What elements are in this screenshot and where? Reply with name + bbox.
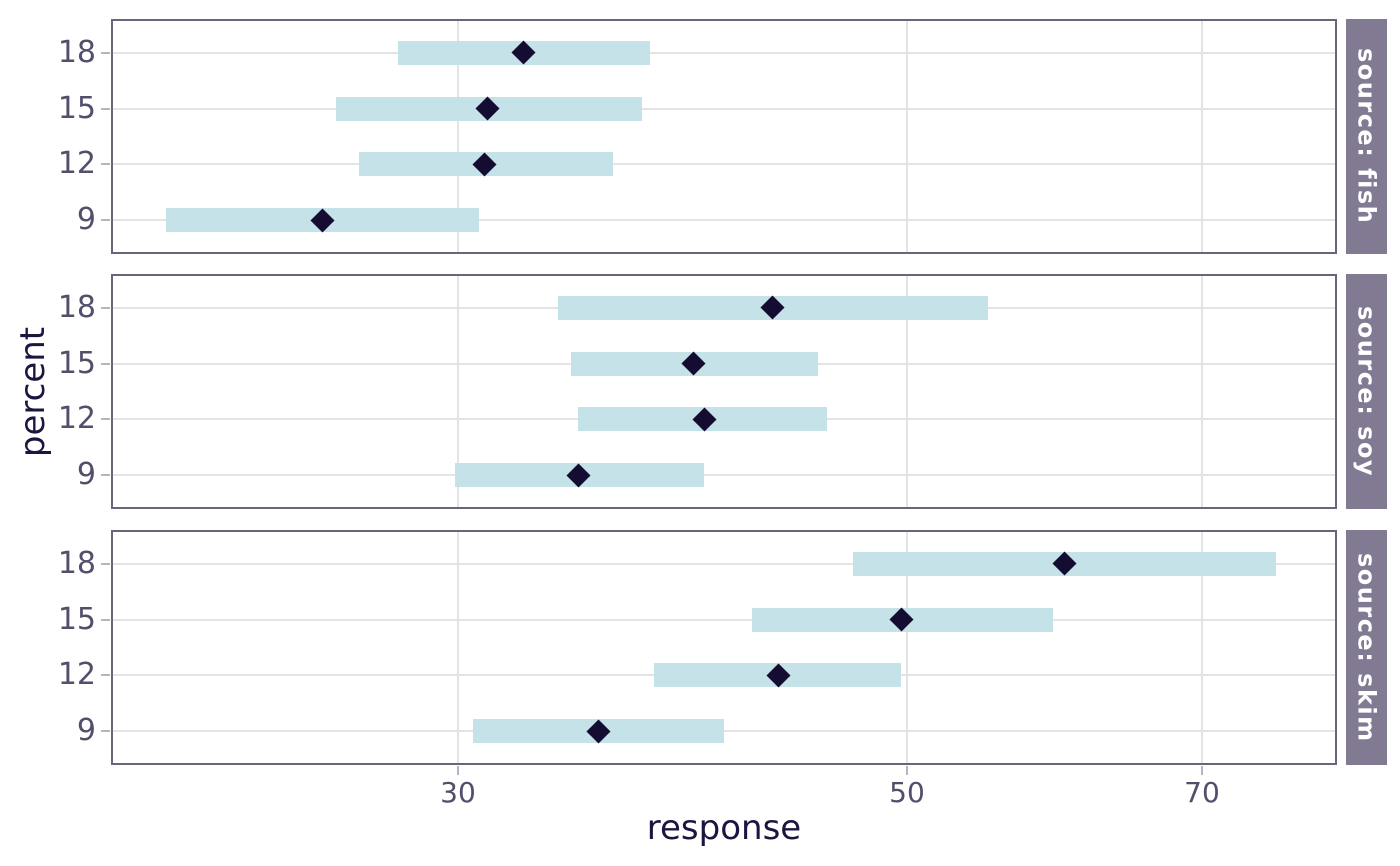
h-gridline xyxy=(113,163,1335,165)
y-tick-mark xyxy=(101,563,110,565)
x-tick-mark xyxy=(1201,766,1203,775)
h-gridline xyxy=(113,474,1335,476)
y-tick-label: 12 xyxy=(57,657,96,692)
y-tick-mark xyxy=(101,108,110,110)
y-tick-mark xyxy=(101,219,110,221)
facet-strip-label: source: fish xyxy=(1352,48,1381,225)
y-tick-mark xyxy=(101,619,110,621)
v-gridline xyxy=(457,21,459,252)
y-tick-mark xyxy=(101,52,110,54)
h-gridline xyxy=(113,730,1335,732)
v-gridline xyxy=(906,532,908,763)
y-tick-mark xyxy=(101,363,110,365)
facet-strip-fish: source: fish xyxy=(1346,19,1387,254)
y-tick-label: 9 xyxy=(76,202,96,237)
v-gridline xyxy=(1201,276,1203,507)
x-tick-label: 70 xyxy=(1184,776,1220,809)
y-tick-mark xyxy=(101,307,110,309)
x-tick-mark xyxy=(457,766,459,775)
facet-strip-soy: source: soy xyxy=(1346,274,1387,509)
v-gridline xyxy=(906,21,908,252)
facet-strip-label: source: soy xyxy=(1352,305,1381,478)
y-tick-label: 18 xyxy=(57,290,96,325)
y-tick-mark xyxy=(101,730,110,732)
y-tick-label: 18 xyxy=(57,35,96,70)
y-tick-label: 15 xyxy=(57,602,96,637)
v-gridline xyxy=(457,532,459,763)
facet-strip-label: source: skim xyxy=(1352,552,1381,743)
y-tick-mark xyxy=(101,163,110,165)
x-tick-label: 30 xyxy=(440,776,476,809)
facet-panel-soy xyxy=(111,274,1337,509)
y-tick-label: 12 xyxy=(57,401,96,436)
y-tick-mark xyxy=(101,474,110,476)
x-tick-mark xyxy=(906,766,908,775)
y-tick-mark xyxy=(101,418,110,420)
facet-panel-skim xyxy=(111,530,1337,765)
facet-panel-fish xyxy=(111,19,1337,254)
y-tick-mark xyxy=(101,674,110,676)
h-gridline xyxy=(113,219,1335,221)
v-gridline xyxy=(1201,532,1203,763)
v-gridline xyxy=(906,276,908,507)
y-tick-label: 9 xyxy=(76,457,96,492)
y-tick-label: 18 xyxy=(57,546,96,581)
v-gridline xyxy=(457,276,459,507)
h-gridline xyxy=(113,52,1335,54)
y-tick-label: 15 xyxy=(57,91,96,126)
y-tick-label: 9 xyxy=(76,713,96,748)
facet-strip-skim: source: skim xyxy=(1346,530,1387,765)
x-axis-title: response xyxy=(646,808,802,848)
x-tick-label: 50 xyxy=(889,776,925,809)
y-tick-label: 12 xyxy=(57,146,96,181)
h-gridline xyxy=(113,563,1335,565)
h-gridline xyxy=(113,619,1335,621)
h-gridline xyxy=(113,108,1335,110)
y-tick-label: 15 xyxy=(57,346,96,381)
v-gridline xyxy=(1201,21,1203,252)
